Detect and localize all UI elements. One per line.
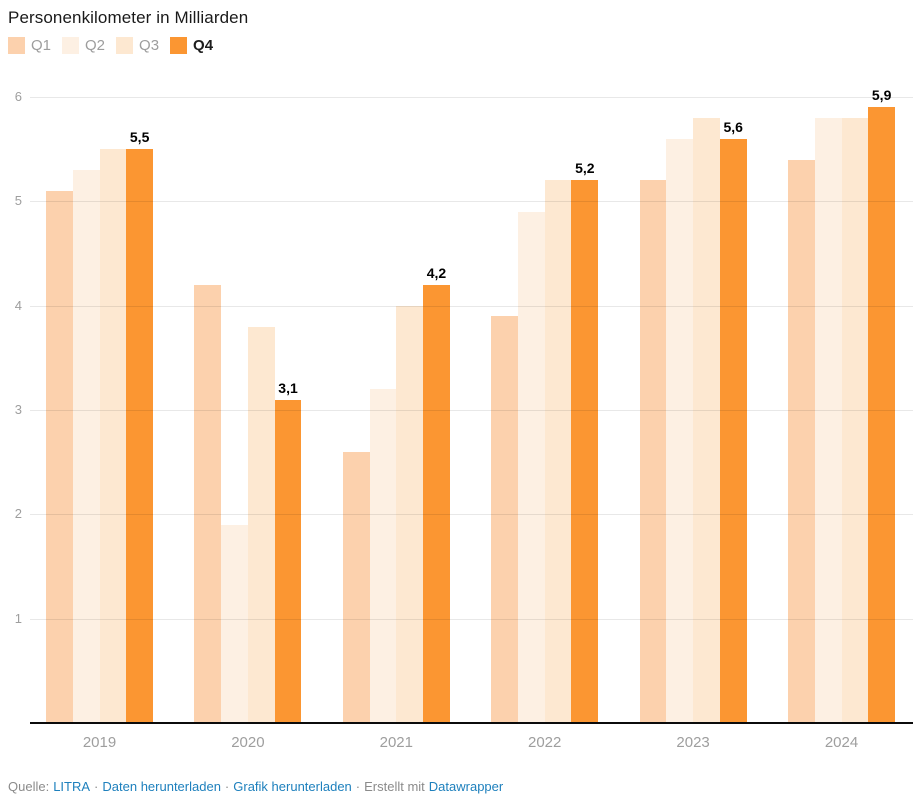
footer: Quelle: LITRA · Daten herunterladen · Gr…: [8, 779, 503, 794]
y-axis-tick-label: 4: [14, 297, 22, 313]
gridline: [30, 514, 913, 516]
gridline: [30, 410, 913, 411]
x-axis-label-2022: 2022: [528, 734, 562, 751]
legend-swatch-icon: [62, 37, 80, 54]
bar-q3-2024[interactable]: [841, 117, 869, 723]
bar-q1-2020[interactable]: [194, 284, 222, 723]
bar-q3-2020[interactable]: [247, 326, 275, 723]
bar-q2-2024[interactable]: [814, 117, 842, 723]
bar-chart: 1 2 3 4 5 6 2019 2020 2021 2022 2023 2024 5,5 3,1 4,2 5…: [14, 87, 913, 751]
legend-item-q4: Q4: [170, 37, 213, 54]
separator: ·: [94, 779, 99, 794]
gridline: [30, 97, 913, 99]
bar-q3-2021[interactable]: [396, 305, 424, 723]
legend-item-q3: Q3: [116, 37, 159, 54]
x-axis-label-2023: 2023: [676, 734, 710, 751]
legend-label: Q4: [193, 37, 214, 54]
x-axis-label-2019: 2019: [82, 734, 117, 751]
value-label-2019: 5,5: [129, 129, 150, 146]
separator: ·: [355, 779, 361, 794]
bar-q3-2023[interactable]: [693, 117, 720, 723]
legend-swatch-icon: [8, 37, 25, 54]
legend-label: Q1: [31, 37, 52, 54]
bar-q1-2024[interactable]: [788, 159, 815, 723]
legend-label: Q2: [85, 37, 106, 54]
y-axis-tick-label: 1: [14, 610, 22, 626]
gridline: [30, 618, 913, 620]
bar-q2-2023[interactable]: [666, 138, 694, 723]
gridline: [30, 305, 913, 307]
chart-title: Personenkilometer in Milliarden: [8, 8, 249, 27]
source-label: Quelle:: [8, 779, 50, 794]
source-link[interactable]: LITRA: [53, 779, 91, 794]
x-axis-label-2020: 2020: [231, 734, 265, 751]
bar-q3-2022[interactable]: [544, 180, 572, 723]
value-label-2022: 5,2: [575, 160, 595, 177]
x-axis-baseline: [30, 722, 913, 724]
bar-q1-2023[interactable]: [639, 180, 667, 723]
legend-swatch-icon: [170, 37, 188, 54]
bar-q4-2024[interactable]: [868, 107, 895, 723]
bar-q2-2019[interactable]: [72, 170, 100, 723]
y-axis-tick-label: 5: [14, 193, 22, 209]
bar-q4-2020[interactable]: [274, 399, 302, 723]
bar-q1-2019[interactable]: [46, 190, 73, 723]
bar-q2-2021[interactable]: [369, 389, 397, 723]
y-axis-tick-label: 2: [14, 506, 22, 522]
bar-q4-2022[interactable]: [571, 180, 599, 723]
legend-item-q1: Q1: [8, 37, 51, 54]
download-image-link[interactable]: Grafik herunterladen: [233, 779, 352, 794]
bar-q2-2020[interactable]: [221, 524, 248, 723]
download-data-link[interactable]: Daten herunterladen: [102, 779, 221, 794]
legend-swatch-icon: [116, 37, 134, 54]
x-axis-label-2024: 2024: [824, 734, 859, 751]
bar-q4-2023[interactable]: [719, 138, 747, 723]
value-label-2021: 4,2: [426, 264, 447, 281]
value-label-2020: 3,1: [278, 379, 298, 396]
y-axis-tick-label: 6: [14, 89, 22, 105]
bar-q2-2022[interactable]: [517, 211, 545, 723]
legend-label: Q3: [139, 37, 160, 54]
created-with-label: Erstellt mit: [364, 779, 425, 794]
bar-q1-2022[interactable]: [491, 316, 518, 723]
bar-q4-2019[interactable]: [126, 149, 153, 723]
bar-q4-2021[interactable]: [423, 284, 450, 723]
separator: ·: [224, 779, 230, 794]
value-label-2023: 5,6: [723, 118, 743, 135]
creator-link[interactable]: Datawrapper: [428, 779, 504, 794]
bar-q1-2021[interactable]: [342, 451, 370, 723]
y-axis-tick-label: 3: [14, 402, 22, 417]
bar-q3-2019[interactable]: [99, 149, 127, 723]
value-label-2024: 5,9: [871, 87, 892, 104]
gridline: [30, 201, 913, 203]
legend-item-q2: Q2: [62, 37, 105, 54]
x-axis-label-2021: 2021: [379, 734, 413, 751]
legend: Q1 Q2 Q3 Q4: [8, 37, 213, 54]
